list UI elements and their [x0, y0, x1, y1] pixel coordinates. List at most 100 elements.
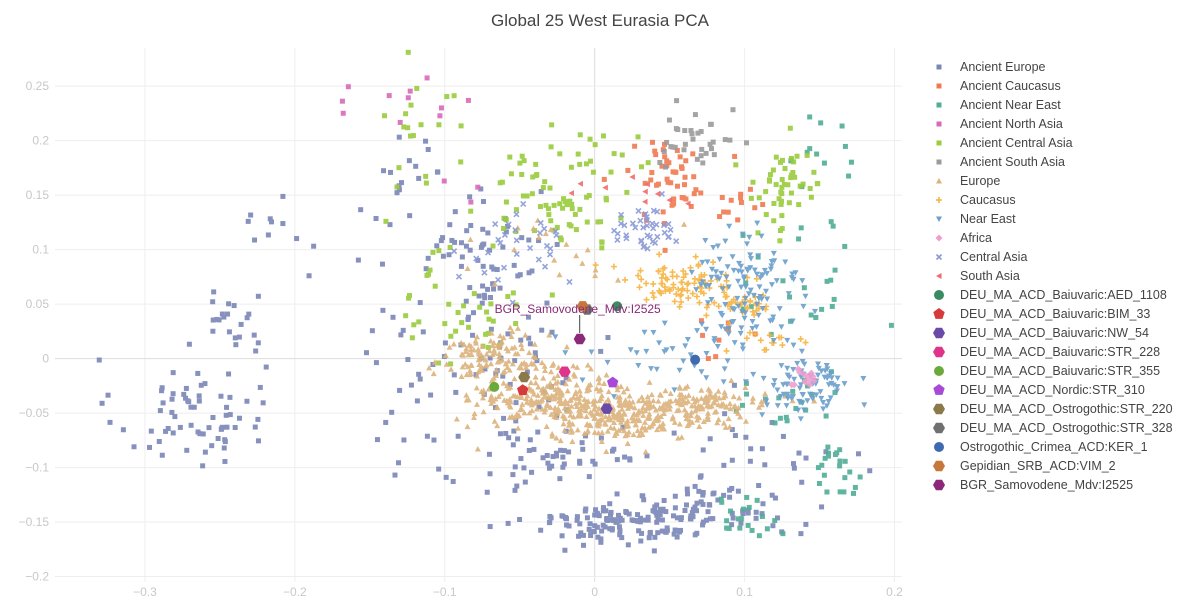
legend-item[interactable]: South Asia	[936, 269, 1020, 283]
legend-item[interactable]: Ostrogothic_Crimea_ACD:KER_1	[934, 440, 1148, 454]
legend-item[interactable]: Ancient South Asia	[936, 155, 1065, 169]
data-point	[672, 144, 678, 150]
data-point	[684, 287, 691, 294]
legend-item[interactable]: DEU_MA_ACD_Baiuvaric:STR_228	[933, 345, 1160, 359]
legend[interactable]: Ancient Europe Ancient Caucasus Ancient Ne…	[933, 60, 1173, 492]
data-point	[645, 517, 651, 523]
data-point	[711, 336, 718, 342]
legend-item[interactable]: Ancient Europe	[936, 60, 1046, 74]
legend-item[interactable]: Ancient Central Asia	[936, 136, 1073, 150]
data-point	[642, 448, 649, 455]
data-point	[542, 367, 549, 374]
legend-item[interactable]: DEU_MA_ACD_Nordic:STR_310	[933, 383, 1145, 397]
data-point	[536, 238, 542, 244]
data-point	[508, 171, 514, 177]
data-point	[563, 375, 569, 381]
data-point	[670, 169, 676, 175]
data-point	[705, 356, 711, 362]
data-point	[708, 121, 714, 127]
data-point	[505, 520, 511, 526]
data-point	[654, 233, 661, 240]
data-point	[196, 393, 202, 399]
legend-item[interactable]: DEU_MA_ACD_Baiuvaric:BIM_33	[933, 307, 1150, 321]
data-point	[453, 328, 459, 334]
data-point	[660, 410, 667, 417]
data-point	[635, 407, 642, 414]
data-point	[575, 151, 581, 157]
legend-item[interactable]: DEU_MA_ACD_Ostrogothic:STR_328	[933, 421, 1173, 435]
data-point	[674, 147, 680, 153]
data-point	[790, 366, 797, 373]
legend-item[interactable]: Europe	[936, 174, 1000, 188]
data-point	[728, 319, 735, 326]
data-point	[790, 169, 796, 175]
data-point	[716, 337, 722, 343]
data-point	[650, 329, 657, 336]
data-point	[496, 353, 503, 359]
data-point	[694, 500, 700, 506]
data-point	[676, 391, 683, 397]
data-point	[689, 419, 696, 425]
data-point	[507, 384, 514, 390]
data-point	[535, 256, 542, 263]
data-point	[606, 413, 613, 419]
legend-item[interactable]: DEU_MA_ACD_Baiuvaric:STR_355	[934, 364, 1160, 378]
data-point	[619, 152, 625, 158]
data-point	[700, 522, 706, 528]
data-point	[694, 508, 700, 514]
data-point	[618, 406, 625, 412]
data-point	[806, 381, 814, 389]
data-point	[747, 287, 754, 294]
data-point	[218, 426, 224, 432]
data-point	[131, 444, 137, 450]
data-point	[735, 410, 742, 416]
data-point	[738, 191, 744, 197]
legend-item[interactable]: Near East	[936, 212, 1016, 226]
data-point	[616, 394, 623, 400]
data-point	[423, 138, 429, 144]
data-point	[413, 163, 419, 169]
data-point	[470, 310, 476, 316]
data-point	[777, 238, 783, 244]
legend-item[interactable]: Ancient Caucasus	[936, 79, 1061, 93]
legend-item[interactable]: Gepidian_SRB_ACD:VIM_2	[933, 459, 1116, 473]
data-point	[564, 387, 571, 394]
data-point	[710, 491, 716, 497]
data-point	[649, 139, 655, 145]
data-point	[210, 328, 216, 334]
data-point	[227, 412, 233, 418]
data-point	[381, 168, 387, 174]
legend-item[interactable]: DEU_MA_ACD_Ostrogothic:STR_220	[933, 402, 1173, 416]
data-point	[715, 416, 722, 422]
data-point	[639, 424, 646, 431]
data-point	[623, 232, 630, 239]
data-point	[647, 529, 653, 535]
legend-item[interactable]: Ancient Near East	[936, 98, 1062, 112]
data-point	[833, 384, 840, 390]
data-point	[478, 186, 484, 192]
data-point	[497, 285, 503, 291]
data-point	[747, 186, 753, 192]
data-point	[783, 403, 790, 409]
data-point	[712, 396, 719, 402]
legend-item[interactable]: BGR_Samovodene_Mdv:I2525	[933, 478, 1133, 492]
data-point	[503, 430, 509, 436]
data-point	[791, 465, 797, 471]
data-point	[482, 366, 488, 372]
data-point	[530, 391, 537, 397]
legend-item[interactable]: Africa	[935, 231, 993, 245]
data-point	[491, 418, 498, 424]
legend-item[interactable]: Ancient North Asia	[936, 117, 1063, 131]
data-point	[442, 352, 449, 358]
data-point	[685, 295, 692, 302]
legend-item[interactable]: DEU_MA_ACD_Baiuvaric:AED_1108	[934, 288, 1167, 302]
legend-item[interactable]: Caucasus	[936, 193, 1016, 207]
legend-item[interactable]: DEU_MA_ACD_Baiuvaric:NW_54	[933, 326, 1149, 340]
data-point	[698, 318, 704, 324]
data-point	[682, 385, 689, 391]
legend-item[interactable]: Central Asia	[935, 250, 1028, 264]
legend-marker	[933, 308, 945, 319]
data-point	[750, 371, 757, 378]
data-point	[588, 529, 594, 535]
data-point	[436, 360, 442, 366]
